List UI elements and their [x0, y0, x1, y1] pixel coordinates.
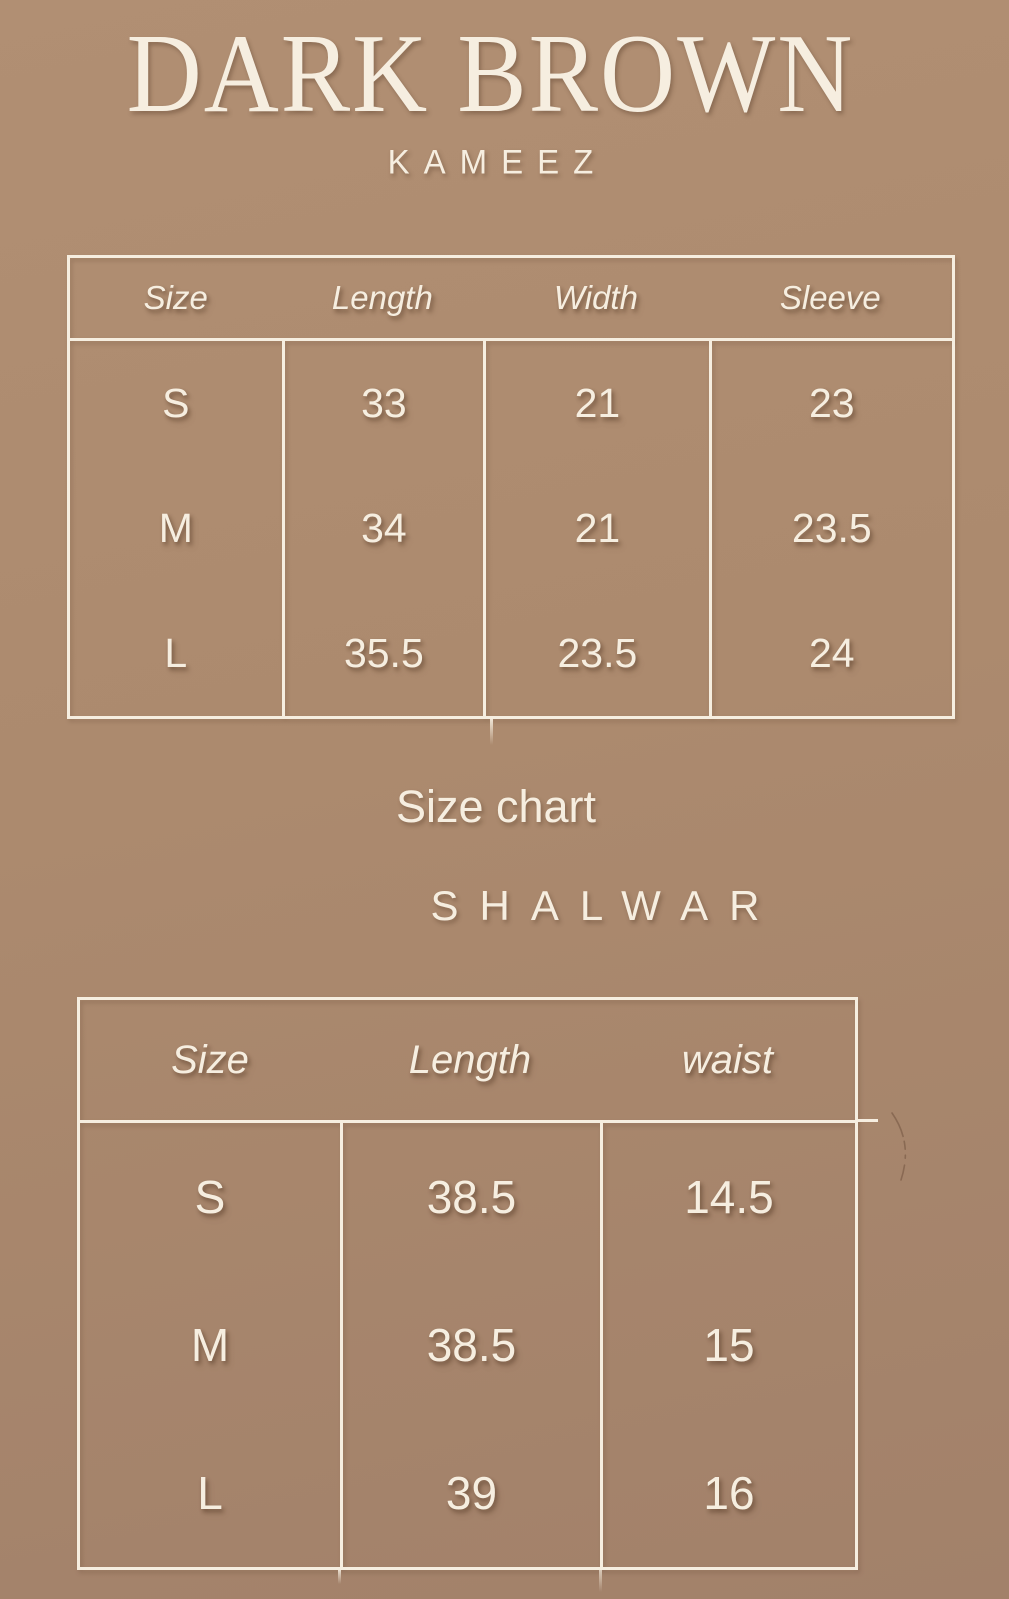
- value-cell: 21: [483, 341, 708, 466]
- value-cell: 33: [281, 341, 484, 466]
- page-subtitle: KAMEEZ: [387, 142, 608, 181]
- kameez-table-header-row: Size Length Width Sleeve: [70, 258, 952, 341]
- header-cell-width: Width: [553, 279, 638, 316]
- header-cell-size: Size: [171, 1037, 249, 1082]
- divider-overshoot: [338, 1568, 341, 1584]
- value-cell: 38.5: [339, 1123, 600, 1271]
- page-title: DARK BROWN: [126, 11, 855, 136]
- value-cell: 23.5: [483, 591, 708, 716]
- kameez-size-table: Size Length Width Sleeve S 33 21 23 M 34…: [67, 255, 955, 719]
- value-cell: 15: [599, 1271, 855, 1419]
- size-chart-caption: Size chart: [395, 781, 597, 832]
- size-cell: L: [197, 1467, 223, 1519]
- shalwar-table-header-row: Size Length waist: [80, 1000, 855, 1123]
- shalwar-section-title: SHALWAR: [430, 882, 781, 929]
- value-cell: 38.5: [339, 1271, 600, 1419]
- value-cell: 24: [708, 591, 952, 716]
- divider-overshoot: [490, 717, 493, 745]
- value-cell: 14.5: [599, 1123, 855, 1271]
- value-cell: 23: [708, 341, 952, 466]
- value-cell: 39: [339, 1419, 600, 1567]
- table-row: L 35.5 23.5 24: [70, 591, 952, 716]
- size-cell: L: [164, 630, 188, 676]
- value-cell: 16: [599, 1419, 855, 1567]
- value-cell: 23.5: [708, 466, 952, 591]
- size-cell: S: [194, 1171, 226, 1223]
- shalwar-size-table: Size Length waist S 38.5 14.5 M 38.5 15 …: [77, 997, 858, 1570]
- size-cell: M: [158, 505, 193, 551]
- table-row: S 38.5 14.5: [80, 1123, 855, 1271]
- value-cell: 34: [281, 466, 484, 591]
- header-cell-length: Length: [331, 279, 433, 316]
- divider-overshoot: [599, 1568, 602, 1592]
- header-cell-waist: waist: [681, 1037, 774, 1082]
- table-row: M 38.5 15: [80, 1271, 855, 1419]
- value-cell: 35.5: [281, 591, 484, 716]
- table-row: M 34 21 23.5: [70, 466, 952, 591]
- table-row: L 39 16: [80, 1419, 855, 1567]
- header-cell-sleeve: Sleeve: [779, 279, 881, 316]
- header-cell-length: Length: [408, 1037, 532, 1082]
- value-cell: 21: [483, 466, 708, 591]
- size-cell: S: [162, 380, 190, 426]
- divider-overshoot: [858, 1119, 878, 1122]
- size-cell: M: [190, 1319, 230, 1371]
- table-row: S 33 21 23: [70, 341, 952, 466]
- header-cell-size: Size: [143, 279, 208, 316]
